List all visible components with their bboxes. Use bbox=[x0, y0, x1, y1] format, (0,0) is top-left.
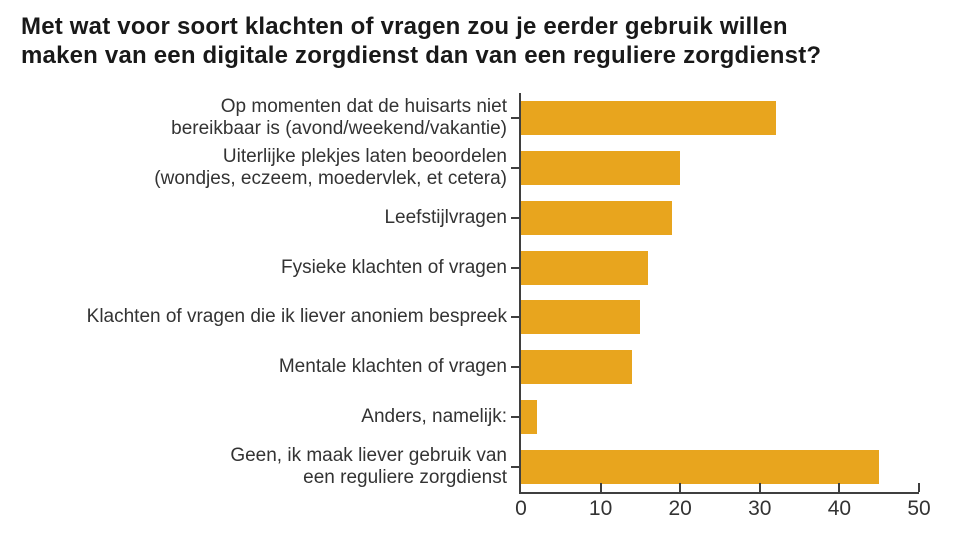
bar-row bbox=[521, 243, 919, 293]
x-axis-tick-label: 20 bbox=[668, 497, 692, 520]
x-axis-tick bbox=[679, 483, 682, 492]
chart-title-line-1: Met wat voor soort klachten of vragen zo… bbox=[21, 13, 788, 40]
y-axis-tick bbox=[511, 166, 519, 169]
category-label-text: Anders, namelijk: bbox=[361, 406, 507, 428]
category-label-text: Geen, ik maak liever gebruik van een regu… bbox=[230, 445, 507, 489]
y-axis-tick bbox=[511, 466, 519, 469]
bar bbox=[521, 100, 776, 135]
bar-row bbox=[521, 193, 919, 243]
plot-area bbox=[511, 93, 920, 494]
bar-row bbox=[521, 342, 919, 392]
bar-row bbox=[521, 143, 919, 193]
y-axis-tick bbox=[511, 216, 519, 219]
x-axis-tick-label: 50 bbox=[907, 497, 931, 520]
x-axis-tick-label: 0 bbox=[515, 497, 527, 520]
chart-title: Met wat voor soort klachten of vragen zo… bbox=[21, 12, 821, 70]
bar bbox=[521, 250, 649, 285]
category-label-text: Leefstijlvragen bbox=[384, 206, 507, 228]
bar bbox=[521, 400, 537, 435]
bar bbox=[521, 450, 880, 485]
x-axis-tick bbox=[918, 483, 920, 492]
bar-row bbox=[521, 392, 919, 442]
category-label-text: Uiterlijke plekjes laten beoordelen (wond… bbox=[154, 145, 507, 189]
x-axis-tick bbox=[838, 483, 841, 492]
category-label: Mentale klachten of vragen bbox=[0, 342, 507, 392]
category-label-text: Op momenten dat de huisarts niet bereikba… bbox=[171, 95, 507, 139]
category-label: Uiterlijke plekjes laten beoordelen (wond… bbox=[0, 143, 507, 193]
category-label: Geen, ik maak liever gebruik van een regu… bbox=[0, 442, 507, 492]
x-axis-labels: 0 10 20 30 40 50 bbox=[515, 497, 931, 527]
category-label: Klachten of vragen die ik liever anoniem… bbox=[0, 293, 507, 343]
category-label-text: Klachten of vragen die ik liever anoniem… bbox=[86, 306, 507, 328]
bar-row bbox=[521, 293, 919, 343]
y-axis-tick bbox=[511, 416, 519, 419]
bar-row bbox=[521, 93, 919, 143]
category-label: Op momenten dat de huisarts niet bereikba… bbox=[0, 93, 507, 143]
x-axis-tick bbox=[599, 483, 602, 492]
y-axis-tick bbox=[511, 266, 519, 269]
chart-title-line-2: maken van een digitale zorgdienst dan va… bbox=[21, 42, 822, 69]
bar bbox=[521, 350, 633, 385]
x-axis-tick bbox=[758, 483, 761, 492]
bar bbox=[521, 300, 641, 335]
y-axis-tick bbox=[511, 316, 519, 319]
bar-chart: Op momenten dat de huisarts niet bereikba… bbox=[0, 93, 960, 540]
bar-row bbox=[521, 442, 919, 492]
category-label: Anders, namelijk: bbox=[0, 392, 507, 442]
y-axis-tick bbox=[511, 366, 519, 369]
x-axis-tick-label: 10 bbox=[588, 497, 613, 520]
x-axis-tick-label: 30 bbox=[748, 497, 772, 520]
category-label: Fysieke klachten of vragen bbox=[0, 243, 507, 293]
y-axis-tick bbox=[511, 116, 519, 119]
category-labels: Op momenten dat de huisarts niet bereikba… bbox=[0, 93, 507, 492]
bar bbox=[521, 150, 681, 185]
category-label: Leefstijlvragen bbox=[0, 193, 507, 243]
x-axis-tick-label: 40 bbox=[827, 497, 852, 520]
category-label-text: Fysieke klachten of vragen bbox=[280, 256, 507, 278]
category-label-text: Mentale klachten of vragen bbox=[278, 356, 507, 378]
bar bbox=[521, 200, 673, 235]
